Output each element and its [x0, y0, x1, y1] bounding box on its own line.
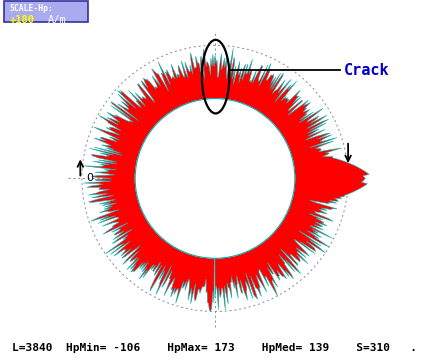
PathPatch shape	[83, 48, 369, 312]
Text: 0: 0	[86, 174, 94, 184]
Text: L=3840  HpMin= -106    HpMax= 173    HpMed= 139    S=310   .: L=3840 HpMin= -106 HpMax= 173 HpMed= 139…	[12, 343, 418, 353]
Text: Crack: Crack	[344, 63, 389, 78]
Text: SCALE-Hp:: SCALE-Hp:	[9, 4, 53, 13]
Text: A/m: A/m	[48, 14, 67, 24]
FancyBboxPatch shape	[4, 1, 88, 22]
Circle shape	[135, 99, 295, 258]
Text: +180: +180	[9, 14, 34, 24]
